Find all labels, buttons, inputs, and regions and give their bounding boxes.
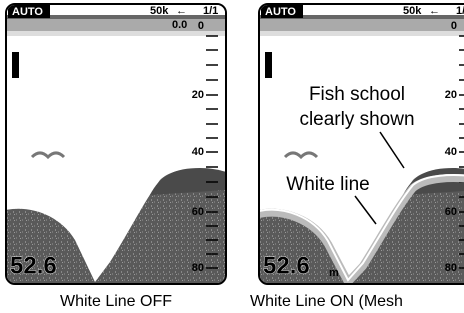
screen-left bbox=[6, 4, 226, 284]
scale-label: 0 bbox=[451, 20, 457, 32]
scale-label: 20 bbox=[192, 89, 204, 101]
caption: White Line OFF bbox=[60, 293, 172, 310]
scale-label: 60 bbox=[445, 206, 457, 218]
scale-label: 0 bbox=[198, 20, 204, 32]
range-shift: 1/1 bbox=[456, 5, 464, 17]
scale-label: 60 bbox=[192, 206, 204, 218]
annotation: Fish school bbox=[309, 84, 405, 105]
mode: AUTO bbox=[12, 6, 43, 18]
mode: AUTO bbox=[265, 6, 296, 18]
scale-label: 80 bbox=[445, 262, 457, 274]
scale-label: 40 bbox=[445, 146, 457, 158]
offset: 0.0 bbox=[172, 19, 187, 31]
arrow: ← bbox=[176, 5, 187, 17]
annotation: clearly shown bbox=[299, 109, 414, 130]
frequency: 50k bbox=[150, 5, 169, 17]
unit: m bbox=[329, 267, 339, 279]
range-shift: 1/1 bbox=[203, 5, 218, 17]
annotation: White line bbox=[286, 174, 369, 195]
page: AUTO50k←1/10.002040608052.6White Line OF… bbox=[0, 0, 464, 313]
arrow: ← bbox=[429, 5, 440, 17]
frequency: 50k bbox=[403, 5, 422, 17]
caption: White Line ON (Mesh bbox=[250, 293, 403, 310]
depth: 52.6 bbox=[10, 252, 57, 279]
scale-label: 40 bbox=[192, 146, 204, 158]
scale-label: 20 bbox=[445, 89, 457, 101]
screen-right bbox=[259, 4, 464, 284]
figure: AUTO50k←1/10.002040608052.6White Line OF… bbox=[0, 0, 464, 313]
depth: 52.6 bbox=[263, 252, 310, 279]
scale-label: 80 bbox=[192, 262, 204, 274]
